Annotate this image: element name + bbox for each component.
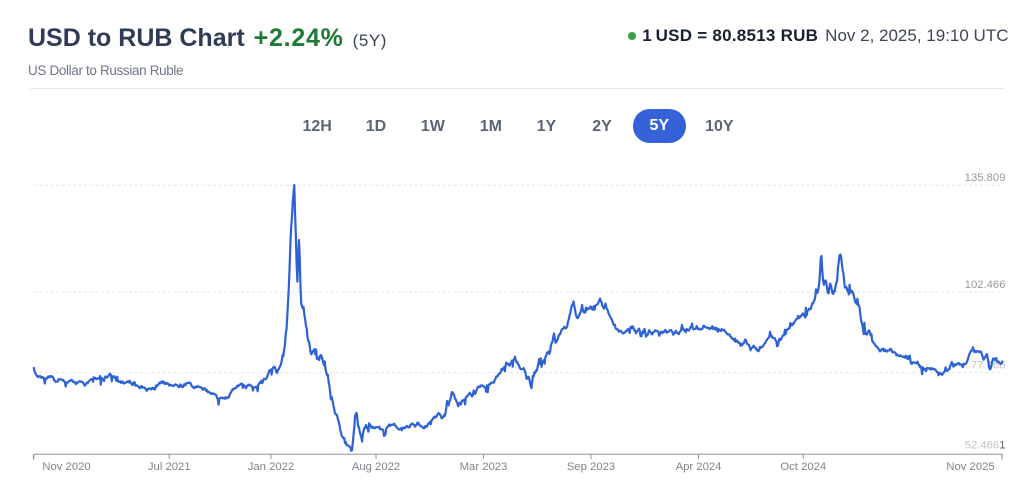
svg-text:Apr 2024: Apr 2024 [676, 461, 722, 473]
svg-text:135.809: 135.809 [965, 172, 1006, 184]
svg-text:Mar 2023: Mar 2023 [460, 461, 508, 473]
svg-text:Jan 2022: Jan 2022 [248, 461, 294, 473]
svg-text:Sep 2023: Sep 2023 [567, 461, 615, 473]
svg-text:Nov 2025: Nov 2025 [946, 461, 994, 473]
svg-text:Aug 2022: Aug 2022 [352, 461, 400, 473]
svg-text:102.466: 102.466 [965, 279, 1006, 291]
svg-text:Nov 2020: Nov 2020 [42, 461, 90, 473]
svg-text:52.4661: 52.4661 [965, 440, 1006, 452]
svg-text:Jul 2021: Jul 2021 [148, 461, 191, 473]
svg-text:Oct 2024: Oct 2024 [780, 461, 826, 473]
svg-text:1: 1 [999, 440, 1005, 452]
